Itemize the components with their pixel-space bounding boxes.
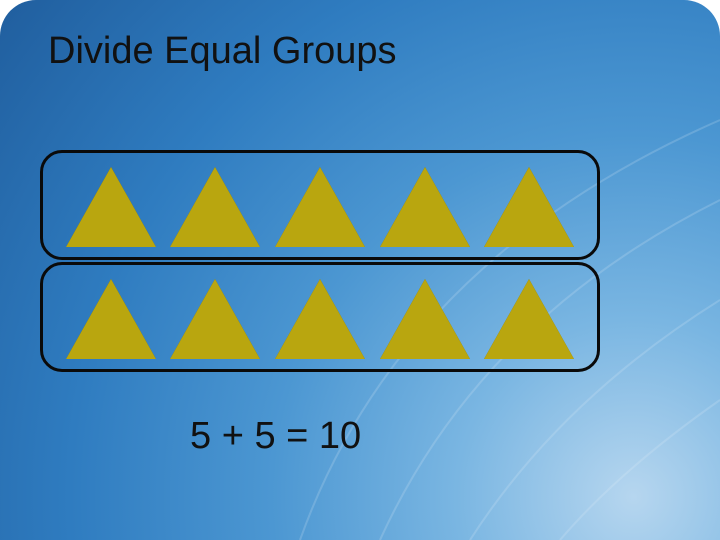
group-row: [40, 150, 600, 260]
triangle-icon: [170, 279, 260, 359]
triangle-icon: [66, 279, 156, 359]
slide-title: Divide Equal Groups: [48, 30, 397, 73]
group-row: [40, 262, 600, 372]
triangle-icon: [66, 167, 156, 247]
triangle-icon: [484, 279, 574, 359]
triangle-groups: [40, 150, 600, 374]
triangle-icon: [484, 167, 574, 247]
triangle-icon: [380, 279, 470, 359]
equation-text: 5 + 5 = 10: [190, 415, 361, 458]
triangle-icon: [275, 167, 365, 247]
slide: Divide Equal Groups 5 + 5 = 10: [0, 0, 720, 540]
triangle-icon: [275, 279, 365, 359]
triangle-icon: [380, 167, 470, 247]
triangle-icon: [170, 167, 260, 247]
